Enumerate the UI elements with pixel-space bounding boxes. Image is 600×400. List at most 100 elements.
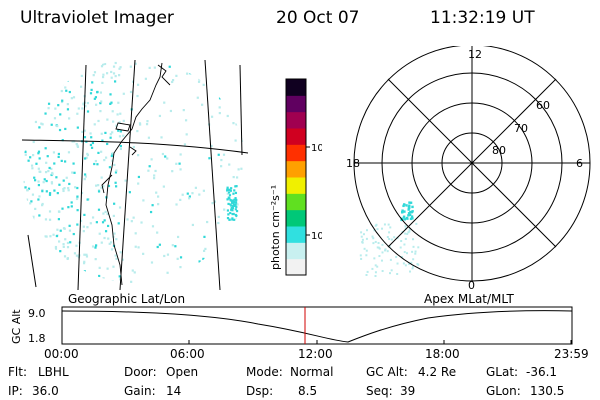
polar-emission-pixel [405, 204, 408, 207]
emission-pixel [97, 119, 100, 123]
emission-pixel [203, 235, 206, 238]
polar-emission-pixel [360, 235, 363, 238]
emission-pixel [65, 89, 68, 92]
emission-pixel [84, 284, 86, 286]
emission-pixel [70, 97, 73, 100]
gain-value: 14 [166, 384, 182, 398]
emission-pixel [151, 204, 154, 207]
emission-pixel [232, 205, 235, 208]
emission-pixel [140, 221, 143, 224]
emission-pixel [93, 162, 96, 166]
emission-pixel [110, 70, 113, 74]
emission-pixel [61, 138, 64, 142]
emission-pixel [107, 184, 111, 188]
emission-pixel [27, 159, 30, 162]
emission-pixel [111, 159, 114, 162]
emission-pixel [56, 191, 59, 195]
emission-pixel [226, 217, 230, 220]
emission-pixel [50, 181, 54, 184]
emission-pixel [46, 95, 49, 98]
emission-pixel [33, 176, 36, 179]
emission-pixel [67, 151, 71, 154]
emission-pixel [25, 257, 28, 260]
emission-pixel [114, 59, 117, 60]
polar-mlat-mlt-plot: 12 18 6 0 60 70 80 [346, 46, 591, 292]
emission-pixel [115, 124, 118, 127]
polar-emission-pixel [411, 205, 414, 209]
emission-pixel [249, 169, 250, 171]
emission-pixel [44, 218, 48, 221]
emission-pixel [31, 274, 34, 277]
emission-pixel [85, 253, 88, 256]
emission-pixel [41, 123, 44, 126]
emission-pixel [97, 151, 100, 155]
emission-pixel [24, 132, 28, 135]
emission-pixel [111, 131, 114, 134]
emission-pixel [25, 220, 28, 223]
emission-pixel [23, 81, 25, 85]
emission-pixel [117, 222, 120, 225]
emission-pixel [109, 102, 112, 105]
polar-emission-pixel [393, 236, 396, 239]
emission-pixel [83, 178, 86, 181]
emission-pixel [114, 181, 117, 184]
emission-pixel [233, 189, 236, 192]
emission-pixel [118, 206, 122, 209]
emission-pixel [53, 268, 56, 271]
mlat-label-70: 70 [514, 122, 528, 135]
emission-pixel [62, 266, 65, 269]
emission-pixel [38, 214, 41, 217]
mlat-label-80: 80 [492, 144, 506, 157]
emission-pixel [179, 168, 182, 171]
emission-pixel [23, 61, 26, 64]
emission-pixel [108, 242, 111, 245]
emission-pixel [38, 252, 41, 256]
emission-pixel [178, 162, 181, 165]
emission-pixel [83, 173, 87, 176]
emission-pixel [41, 264, 44, 267]
emission-pixel [202, 83, 205, 86]
emission-pixel [102, 73, 105, 76]
colorbar-step [286, 193, 306, 211]
emission-pixel [48, 70, 51, 73]
emission-pixel [162, 185, 165, 188]
emission-pixel [119, 112, 122, 115]
emission-pixel [156, 59, 159, 60]
emission-pixel [59, 77, 62, 80]
emission-pixel [48, 62, 52, 65]
emission-pixel [166, 271, 169, 274]
polar-emission-pixel [388, 231, 391, 234]
emission-pixel [82, 102, 85, 105]
emission-pixel [232, 275, 235, 278]
emission-pixel [131, 269, 134, 272]
emission-pixel [101, 75, 105, 79]
emission-pixel [76, 209, 79, 212]
emission-pixel [235, 123, 238, 126]
emission-pixel [72, 265, 75, 268]
altitude-tick-low: 1.8 [28, 332, 46, 345]
emission-pixel [94, 96, 98, 99]
emission-pixel [86, 153, 90, 157]
colorbar-step [286, 160, 306, 178]
emission-pixel [48, 192, 52, 195]
emission-pixel [86, 110, 90, 113]
emission-pixel [230, 187, 233, 190]
polar-emission-pixel [396, 272, 399, 275]
emission-pixel [109, 136, 112, 139]
emission-pixel [182, 109, 185, 112]
polar-emission-pixel [387, 223, 390, 226]
polar-emission-pixel [401, 217, 404, 220]
emission-pixel [23, 64, 26, 67]
emission-pixel [96, 91, 99, 94]
emission-pixel [137, 175, 141, 179]
emission-pixel [105, 72, 109, 75]
emission-pixel [229, 203, 232, 206]
emission-pixel [234, 139, 237, 142]
emission-pixel [118, 74, 121, 77]
polar-emission-pixel [409, 210, 412, 214]
emission-pixel [233, 204, 236, 208]
emission-pixel [52, 255, 55, 258]
polar-emission-pixel [405, 216, 409, 220]
polar-emission-pixel [414, 252, 417, 255]
polar-emission-pixel [381, 243, 384, 246]
